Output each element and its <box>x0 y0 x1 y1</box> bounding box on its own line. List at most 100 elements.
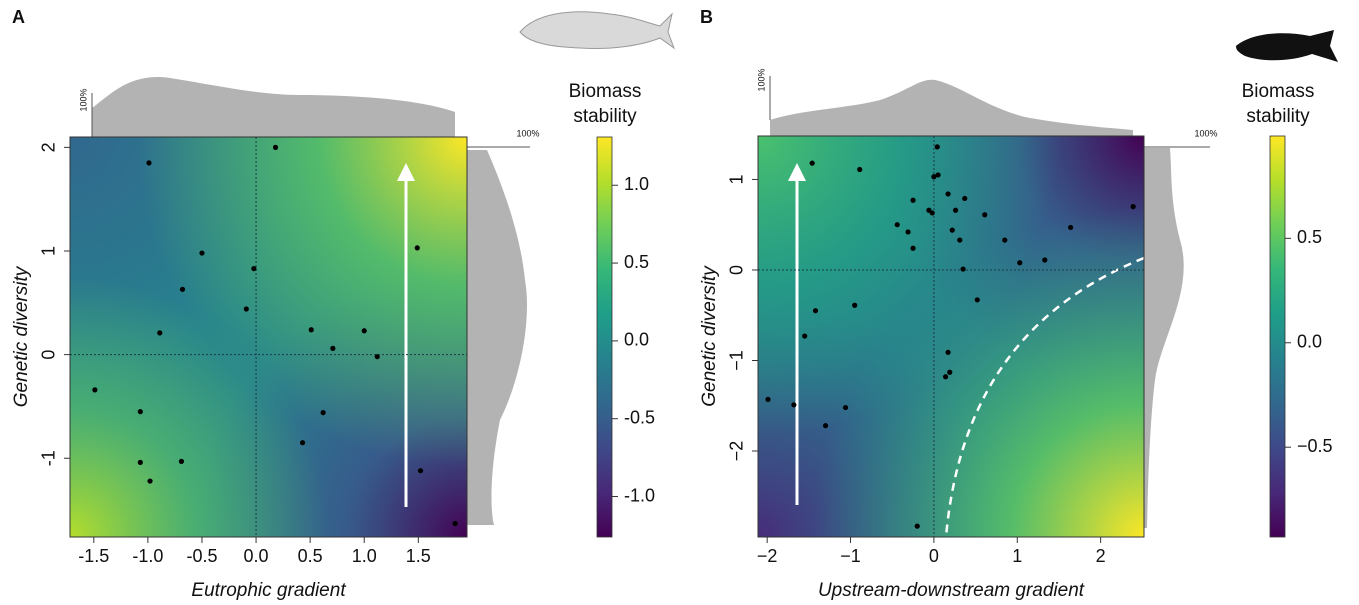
data-point <box>894 222 900 228</box>
data-point <box>935 172 941 178</box>
marginal-label: 100% <box>1194 128 1217 138</box>
data-point <box>361 328 367 334</box>
marginal-label: 100% <box>78 88 88 111</box>
colorbar-title: stability <box>573 106 637 127</box>
data-point <box>809 160 815 166</box>
data-point <box>947 369 953 375</box>
heatmap <box>70 137 467 537</box>
boundary-line <box>944 256 1145 538</box>
marginal-density <box>467 150 528 525</box>
data-point <box>417 468 424 474</box>
x-tick-label: 0.0 <box>244 546 269 566</box>
colorbar-tick-label: 0.0 <box>624 330 649 350</box>
data-point <box>842 404 849 411</box>
data-point <box>330 345 336 351</box>
data-point <box>178 458 185 464</box>
colorbar-tick-label: 1.0 <box>624 174 649 194</box>
colorbar <box>596 136 613 538</box>
plot-frame <box>69 136 468 538</box>
x-tick-label: −1 <box>840 546 861 566</box>
data-point <box>857 166 863 173</box>
data-point <box>1130 204 1136 210</box>
data-point <box>852 302 858 308</box>
data-point <box>791 402 797 408</box>
marginal-density <box>770 79 1133 136</box>
x-tick-label: 0 <box>929 546 939 566</box>
x-axis-title: Eutrophic gradient <box>191 580 346 601</box>
y-tick-label: -1 <box>39 450 59 466</box>
panel-label: B <box>700 7 713 27</box>
data-point <box>962 195 968 202</box>
data-point <box>910 197 916 203</box>
x-tick-label: -1.5 <box>78 546 109 566</box>
data-point <box>957 237 963 243</box>
data-point <box>1068 224 1074 231</box>
data-point <box>157 330 163 336</box>
data-point <box>179 286 186 292</box>
data-point <box>974 297 980 303</box>
data-point <box>146 160 152 166</box>
data-point <box>945 191 951 197</box>
y-tick-label: 1 <box>727 174 747 184</box>
data-point <box>812 308 819 314</box>
marginal-density <box>1144 148 1184 528</box>
data-point <box>299 440 306 446</box>
colorbar-title: stability <box>1246 106 1310 127</box>
marginal-axis <box>91 76 1210 148</box>
x-tick-label: -1.0 <box>132 546 163 566</box>
y-tick-label: 0 <box>727 265 747 275</box>
data-point <box>934 144 940 150</box>
data-point <box>1002 237 1008 243</box>
data-point <box>1017 260 1023 266</box>
x-tick-label: 2 <box>1096 546 1106 566</box>
data-point <box>931 174 937 180</box>
data-point <box>929 210 935 216</box>
marginal-density <box>92 77 455 137</box>
y-axis-title: Genetic diversity <box>699 265 720 407</box>
fish-icon <box>1236 30 1338 62</box>
data-point <box>147 478 153 484</box>
colorbar <box>1269 135 1286 538</box>
y-tick-label: 1 <box>39 246 59 256</box>
y-tick-label: 2 <box>39 142 59 152</box>
data-point <box>982 212 988 218</box>
plot-frame <box>757 135 1145 538</box>
x-tick-label: 1.0 <box>352 546 377 566</box>
y-tick-label: 0 <box>39 350 59 360</box>
data-point <box>802 333 808 339</box>
data-point <box>960 266 966 272</box>
data-point <box>137 459 143 465</box>
data-point <box>1042 257 1048 263</box>
colorbar-tick-label: 0.5 <box>624 252 649 272</box>
data-point <box>910 245 916 251</box>
data-point <box>199 250 205 256</box>
data-point <box>942 374 949 380</box>
data-point <box>949 227 955 233</box>
panel-label: A <box>12 7 25 27</box>
x-tick-label: -0.5 <box>186 546 217 566</box>
colorbar-tick-label: 0.0 <box>1297 332 1322 352</box>
heatmap <box>758 136 1144 537</box>
data-point <box>945 349 951 355</box>
y-tick-label: −1 <box>727 350 747 371</box>
data-point <box>251 266 257 272</box>
data-point <box>243 306 249 312</box>
colorbar-tick-label: 0.5 <box>1297 227 1322 247</box>
colorbar-title: Biomass <box>1242 81 1315 102</box>
data-point <box>308 327 314 333</box>
data-point <box>414 245 420 251</box>
data-point <box>905 229 911 235</box>
data-point <box>92 387 98 393</box>
data-point <box>137 409 143 415</box>
data-point <box>374 354 380 360</box>
colorbar-title: Biomass <box>569 81 642 102</box>
marginal-label: 100% <box>516 128 539 138</box>
data-point <box>452 520 458 527</box>
x-tick-label: −2 <box>757 546 778 566</box>
x-tick-label: 0.5 <box>298 546 323 566</box>
data-point <box>952 207 959 213</box>
data-point <box>822 423 829 429</box>
y-tick-label: −2 <box>727 441 747 462</box>
x-axis-title: Upstream-downstream gradient <box>818 580 1085 601</box>
